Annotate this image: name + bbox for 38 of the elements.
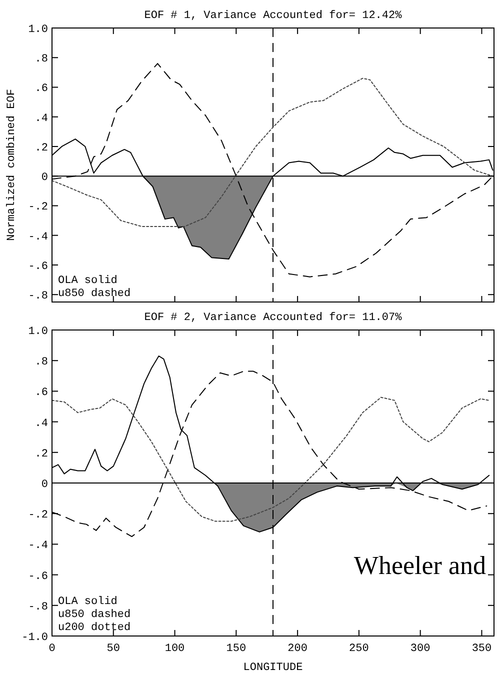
y-tick-label: .8 <box>34 54 48 66</box>
y-tick-label: 1.0 <box>28 326 48 338</box>
y-tick-label: .2 <box>34 448 48 460</box>
y-tick-label: .4 <box>34 112 48 125</box>
y-tick-label: .6 <box>34 387 48 400</box>
y-tick-label: .8 <box>34 356 48 369</box>
y-tick-label: -.2 <box>28 202 48 214</box>
annotation: u850 dashed <box>58 288 131 300</box>
x-axis-title: LONGITUDE <box>243 662 304 674</box>
y-tick-label: 1.0 <box>28 24 48 36</box>
y-tick-label: -.4 <box>28 540 48 552</box>
y-tick-label: -1.0 <box>22 632 48 644</box>
y-tick-label: .2 <box>34 142 48 154</box>
x-tick-label: 350 <box>472 643 492 655</box>
annotation: u200 dotted <box>58 622 131 634</box>
y-tick-label: -.8 <box>28 290 48 303</box>
y-tick-label: 0 <box>41 172 48 184</box>
y-tick-label: 0 <box>41 479 48 491</box>
chart-title: EOF # 1, Variance Accounted for= 12.42% <box>144 10 402 22</box>
x-tick-label: 200 <box>288 643 308 655</box>
y-tick-label: -.6 <box>28 260 48 273</box>
y-axis-title: Normalized combined EOF <box>6 89 18 241</box>
x-tick-label: 250 <box>349 643 369 655</box>
x-tick-label: 50 <box>106 643 120 655</box>
x-tick-label: 100 <box>164 643 185 655</box>
x-tick-label: 300 <box>410 643 430 655</box>
y-tick-label: -.4 <box>28 231 48 244</box>
y-tick-label: .4 <box>34 418 48 430</box>
annotation: u850 dashed <box>58 609 131 621</box>
chart-title: EOF # 2, Variance Accounted for= 11.07% <box>144 312 402 324</box>
y-tick-label: .6 <box>34 83 48 96</box>
annotation: OLA solid <box>58 275 118 287</box>
y-tick-label: -.2 <box>28 510 48 522</box>
y-tick-label: -.6 <box>28 570 48 583</box>
annotation: OLA solid <box>58 596 118 608</box>
y-tick-label: -.8 <box>28 601 48 614</box>
annotation: Wheeler and <box>354 551 486 580</box>
x-tick-label: 150 <box>226 643 246 655</box>
